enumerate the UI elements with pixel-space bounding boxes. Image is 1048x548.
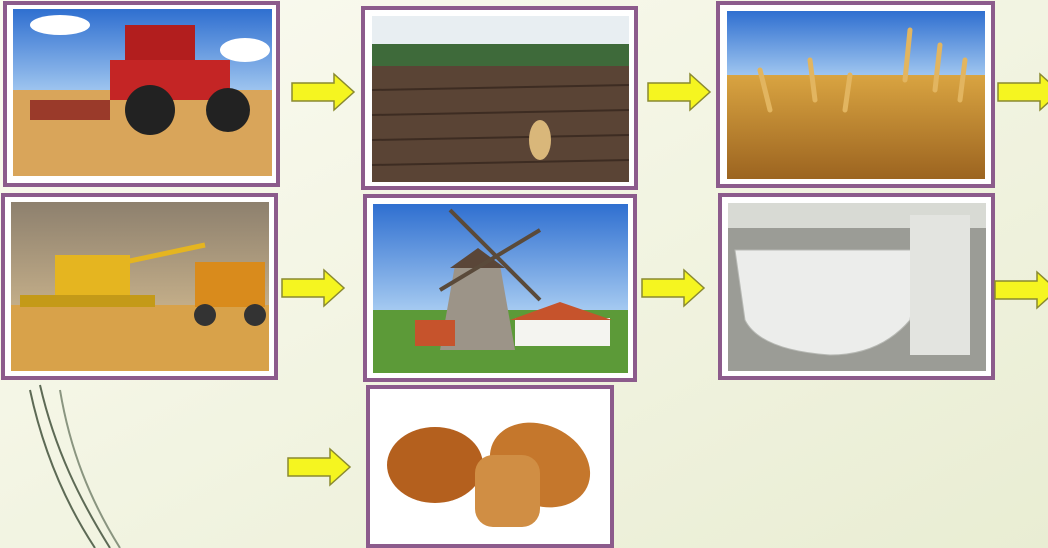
photo-mill-machine	[720, 195, 993, 378]
slide	[0, 0, 1048, 548]
photo-tractor	[5, 3, 278, 185]
photo-bread	[368, 387, 612, 546]
photo-harvester	[3, 195, 276, 378]
photo-wheat	[718, 3, 993, 186]
photo-plowed-field	[363, 8, 636, 188]
photo-windmill	[365, 196, 635, 380]
